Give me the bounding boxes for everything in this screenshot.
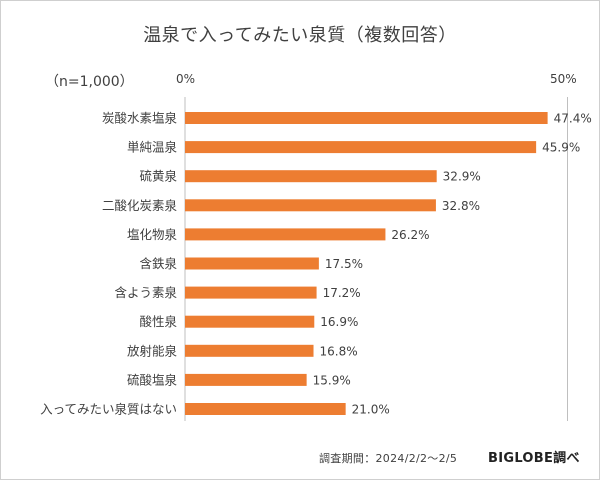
value-label: 17.2% bbox=[323, 286, 361, 300]
bar bbox=[185, 112, 548, 124]
category-label: 硫酸塩泉 bbox=[127, 372, 178, 387]
bar bbox=[185, 170, 437, 183]
bar bbox=[185, 199, 436, 212]
category-label: 含よう素泉 bbox=[114, 285, 177, 300]
category-label: 放射能泉 bbox=[127, 343, 178, 358]
axis-min-label: 0% bbox=[176, 72, 196, 86]
category-label: 単純温泉 bbox=[127, 140, 178, 155]
value-label: 16.8% bbox=[320, 344, 358, 358]
survey-period: 調査期間：2024/2/2〜2/5 bbox=[319, 452, 458, 465]
category-label: 入ってみたい泉質はない bbox=[40, 402, 177, 417]
value-label: 26.2% bbox=[391, 228, 429, 242]
value-label: 21.0% bbox=[352, 403, 390, 417]
bar bbox=[185, 315, 315, 328]
value-label: 45.9% bbox=[542, 141, 580, 155]
source-brand: BIGLOBE調べ bbox=[488, 451, 580, 466]
bar bbox=[185, 228, 386, 241]
category-label: 二酸化炭素泉 bbox=[102, 198, 178, 213]
bar bbox=[185, 257, 319, 270]
bar bbox=[185, 344, 314, 357]
bar bbox=[185, 373, 307, 386]
category-label: 含鉄泉 bbox=[139, 256, 177, 271]
category-label: 硫黄泉 bbox=[139, 169, 177, 184]
value-label: 15.9% bbox=[313, 373, 351, 387]
bar bbox=[185, 403, 346, 415]
value-label: 32.9% bbox=[443, 170, 481, 184]
bar bbox=[185, 141, 537, 154]
value-label: 47.4% bbox=[554, 112, 592, 126]
category-label: 塩化物泉 bbox=[127, 227, 178, 242]
axis-max-label: 50% bbox=[550, 72, 577, 86]
bar bbox=[185, 286, 317, 299]
value-label: 32.8% bbox=[442, 199, 480, 213]
category-label: 酸性泉 bbox=[139, 314, 177, 329]
category-label: 炭酸水素塩泉 bbox=[102, 111, 178, 126]
value-label: 16.9% bbox=[320, 315, 358, 329]
chart-title: 温泉で入ってみたい泉質（複数回答） bbox=[143, 25, 457, 46]
sample-size-label: （n=1,000） bbox=[45, 74, 134, 90]
value-label: 17.5% bbox=[325, 257, 363, 271]
